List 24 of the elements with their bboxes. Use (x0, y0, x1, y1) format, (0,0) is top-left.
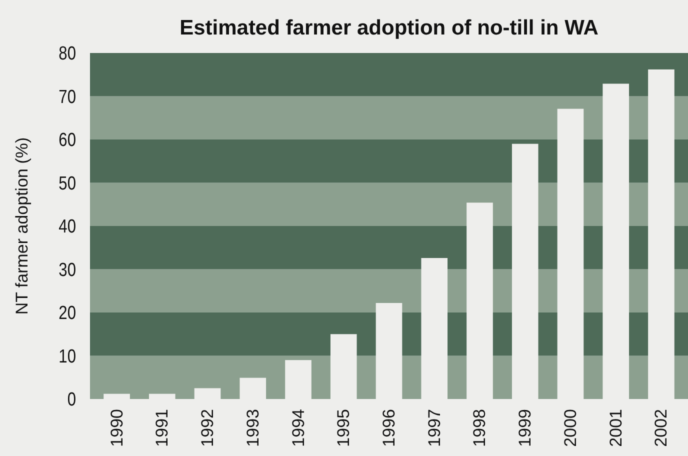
x-tick-label: 1991 (152, 409, 172, 447)
x-tick-label: 1996 (380, 409, 398, 447)
y-tick-label: 20 (58, 302, 76, 324)
y-tick-label: 50 (58, 172, 76, 194)
x-tick-label: 2001 (606, 409, 626, 447)
y-tick-label: 80 (58, 42, 76, 64)
x-tick-label: 1998 (470, 409, 490, 447)
chart-title: Estimated farmer adoption of no-till in WA (180, 16, 598, 40)
x-tick-label: 1994 (288, 409, 308, 447)
y-tick-label: 0 (67, 388, 76, 410)
y-tick-label: 70 (58, 85, 76, 108)
x-tick-label: 1993 (243, 409, 262, 447)
x-tick-label: 1992 (198, 409, 218, 447)
x-tick-label: 2002 (652, 409, 671, 447)
x-tick-label: 2000 (560, 409, 580, 447)
x-tick-label: 1997 (424, 409, 444, 447)
y-tick-label: 10 (58, 344, 76, 367)
x-tick-label: 1990 (107, 409, 126, 447)
y-axis-title: NT farmer adoption (%) (12, 137, 32, 315)
y-tick-label: 40 (58, 215, 76, 237)
x-tick-label: 1995 (334, 409, 354, 447)
y-tick-label: 60 (58, 128, 76, 150)
x-tick-label: 1999 (516, 409, 535, 447)
y-tick-label: 30 (58, 258, 76, 280)
